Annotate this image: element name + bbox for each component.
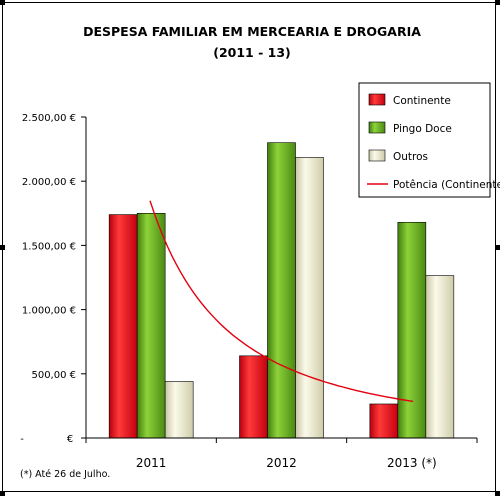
- x-tick-label: 2012: [266, 456, 297, 470]
- legend-label: Outros: [393, 151, 428, 163]
- y-tick-unit: €: [67, 434, 73, 445]
- y-tick-label: 2.500,00 €: [22, 113, 76, 124]
- y-tick-label: 500,00 €: [31, 370, 76, 381]
- legend-swatch-outros: [368, 149, 386, 162]
- bar-continente-1: [239, 355, 268, 439]
- resize-handle-top-right[interactable]: [495, 0, 500, 5]
- resize-handle-bottom-left[interactable]: [0, 491, 5, 496]
- bar-pingo-doce-1: [267, 142, 296, 439]
- legend-label: Continente: [393, 95, 451, 107]
- y-axis: - €500,00 € 1.000,00 € 1.500,00 € 2.000,00 €…: [20, 113, 87, 445]
- legend-label: Pingo Doce: [393, 123, 452, 135]
- y-tick-label: -: [20, 434, 24, 445]
- resize-handle-top-left[interactable]: [0, 0, 5, 5]
- bar-outros-1: [295, 157, 324, 439]
- bar-pingo-doce-2: [397, 221, 427, 439]
- chart-title: DESPESA FAMILIAR EM MERCEARIA E DROGARIA: [83, 24, 421, 39]
- legend-label: Potência (Continente): [393, 179, 500, 191]
- x-axis: 2011 2012 2013 (*): [85, 437, 478, 470]
- footnote: (*) Até 26 de Julho.: [20, 469, 110, 480]
- bar-continente-0: [108, 214, 138, 439]
- x-tick-label: 2011: [136, 456, 167, 470]
- bars: [108, 142, 455, 439]
- bar-outros-0: [164, 381, 194, 439]
- y-tick-label: 2.000,00 €: [22, 177, 76, 188]
- x-tick-label: 2013 (*): [387, 456, 437, 470]
- y-tick-label: 1.500,00 €: [22, 241, 76, 252]
- legend-swatch-continente: [368, 93, 386, 106]
- y-tick-label: 1.000,00 €: [22, 306, 76, 317]
- bar-continente-2: [369, 403, 399, 439]
- resize-handle-bottom-right[interactable]: [495, 491, 500, 496]
- resize-handle-left-mid[interactable]: [0, 245, 5, 250]
- trendline-continente: [149, 200, 414, 403]
- bar-pingo-doce-0: [136, 213, 166, 439]
- bar-outros-2: [425, 275, 455, 439]
- legend-swatch-pingo-doce: [368, 121, 386, 134]
- chart-subtitle: (2011 - 13): [213, 45, 291, 60]
- resize-handle-right-mid[interactable]: [495, 245, 500, 250]
- legend: Continente Pingo Doce Outros Potência (Cont…: [358, 82, 500, 198]
